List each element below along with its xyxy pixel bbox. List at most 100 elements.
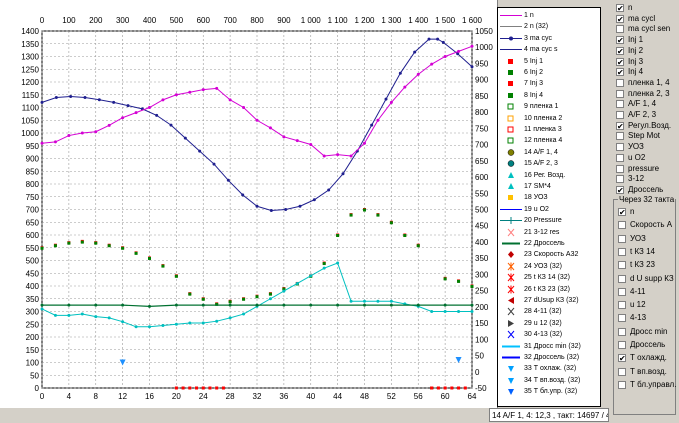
checkbox-box[interactable] [618,274,626,283]
x-top-tick-label: 1 400 [408,16,429,25]
data-point [430,310,434,313]
y-left-tick-label: 1250 [21,65,39,74]
x-bottom-tick-label: 4 [67,392,72,401]
data-point [255,204,259,208]
checkbox-box[interactable]: ✔ [616,14,624,24]
checkbox-box[interactable] [618,367,626,376]
checkbox-box[interactable] [616,132,624,141]
checkbox-box[interactable] [618,234,626,243]
data-point [443,277,447,281]
legend-label: 35 Т бл.упр. (32) [524,388,578,396]
data-point [363,208,366,212]
y-right-tick-label: 200 [475,303,489,312]
checkbox-box[interactable] [618,314,626,323]
legend-label: 2 n (32) [524,23,549,31]
data-point [403,85,407,89]
checkbox-box[interactable] [616,89,624,98]
legend-item: 30 4-13 (32) [498,330,600,339]
checkbox-box[interactable] [618,341,626,349]
checkbox-box[interactable] [618,221,626,230]
legend-item: 12 пленка 4 [498,136,600,145]
data-point [215,386,219,390]
data-point [134,251,138,255]
checkbox-box[interactable] [616,78,624,87]
checkbox-box[interactable]: ✔ [616,4,624,13]
checkbox-box[interactable] [618,301,626,310]
y-left-tick-label: 250 [26,320,40,329]
y-right-tick-label: 50 [475,352,484,361]
checkbox-box[interactable]: ✔ [618,208,626,217]
checkbox-label: Inj 3 [628,56,644,66]
checkbox-box[interactable] [618,380,626,389]
data-point [430,386,434,390]
checkbox-box[interactable]: ✔ [616,121,624,131]
y-left-tick-label: 800 [26,180,40,189]
y-left-tick-label: 1000 [21,129,39,138]
checkbox-box[interactable]: ✔ [616,46,624,56]
legend-item: 4 ma cyc s [498,45,600,54]
checkbox-box[interactable]: ✔ [616,57,624,67]
data-point [121,303,125,307]
data-point [457,49,461,53]
y-right-tick-label: 950 [475,59,489,68]
legend-item: 27 dUsup КЗ (32) [498,296,600,305]
legend-swatch [500,136,522,145]
data-point [188,90,192,94]
data-point [413,50,417,54]
y-left-tick-label: 1200 [21,78,39,87]
x-top-tick-label: 1 500 [435,16,456,25]
legend-label: 22 Дроссель [524,240,565,247]
checkbox-box[interactable] [618,247,626,256]
legend-swatch [500,91,522,100]
checkbox-box[interactable] [616,164,624,173]
checkbox-box[interactable] [616,111,624,119]
y-right-tick-label: 450 [475,222,489,231]
data-point [349,213,353,217]
checkbox-box[interactable] [618,261,626,270]
legend-item: 7 Inj 3 [498,79,600,88]
y-left-tick-label: 1400 [21,27,39,36]
checkbox-box[interactable] [616,175,624,184]
legend-item: 20 Pressure [498,216,600,225]
checkbox-box[interactable]: ✔ [616,36,624,46]
data-point [430,62,434,66]
checkbox-label: Дроссель [630,340,666,349]
data-point [94,130,98,134]
data-point [242,297,246,301]
chart-svg: 0 4 8 12 16 20 24 28 32 36 40 44 48 52 56 60 640 100 200 30… [21,16,493,401]
y-left-tick-label: 1050 [21,116,39,125]
x-top-tick-label: 1 200 [354,16,375,25]
data-point [349,154,353,158]
checkbox-box[interactable]: ✔ [616,68,624,78]
y-right-tick-label: 250 [475,287,489,296]
checkbox-box[interactable] [616,25,624,34]
legend-label: 17 SM*4 [524,183,551,190]
checkbox-box[interactable]: ✔ [618,354,626,364]
checkbox-box[interactable] [618,327,626,336]
legend-item: 17 SM*4 [498,182,600,191]
data-point [470,285,474,289]
data-point [312,198,316,202]
checkbox-label: u 12 [630,300,646,310]
checkbox-box[interactable] [616,100,624,109]
checkbox-label: pressure [628,163,660,173]
legend-swatch [500,159,522,168]
x-top-tick-label: 800 [250,16,264,25]
legend-item: 10 пленка 2 [498,114,600,123]
legend-label: 23 Скорость А32 [524,251,579,259]
legend-swatch [500,68,522,77]
legend-swatch [500,239,522,248]
checkbox-box[interactable] [616,153,624,162]
data-point [40,246,44,250]
data-point [121,116,125,120]
y-left-tick-label: 300 [26,308,40,317]
checkbox-box[interactable] [616,143,624,152]
x-top-tick-label: 0 [40,16,45,25]
checkbox-box[interactable] [618,287,626,296]
data-point [212,162,216,166]
x-top-tick-label: 400 [143,16,157,25]
y-right-tick-label: 850 [475,92,489,101]
checkbox-box[interactable]: ✔ [616,185,624,195]
data-point [443,386,447,390]
legend-item: 11 пленка 3 [498,125,600,134]
